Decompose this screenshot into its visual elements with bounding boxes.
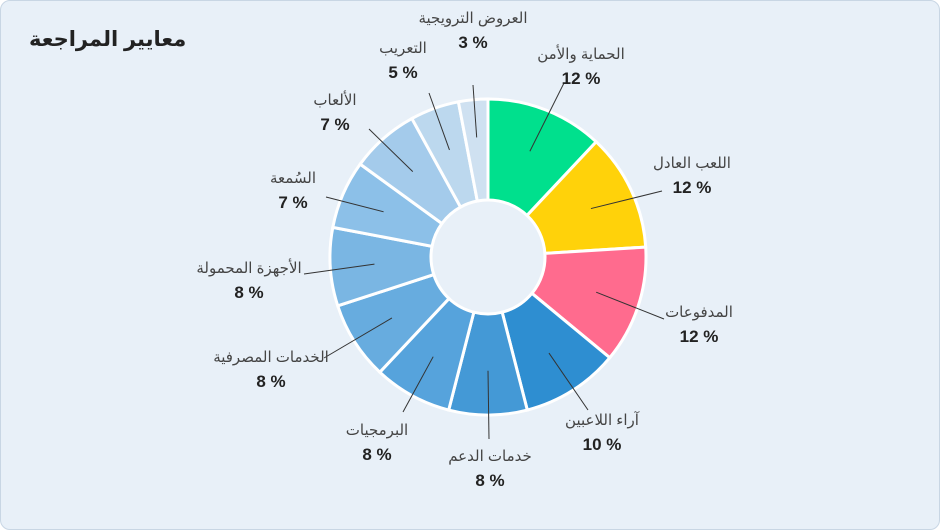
slice-label-4: آراء اللاعبين xyxy=(565,411,640,429)
slice-2[interactable] xyxy=(524,139,648,256)
slice-1[interactable] xyxy=(486,97,599,218)
slice-value-3: 12 % xyxy=(680,327,719,346)
leader-line-11 xyxy=(428,92,450,151)
slice-value-9: 7 % xyxy=(278,193,307,212)
slice-label-2: اللعب العادل xyxy=(653,155,731,172)
chart-title: معايير المراجعة xyxy=(29,28,187,51)
leader-line-1 xyxy=(529,82,565,152)
leader-line-7 xyxy=(323,317,393,359)
slice-label-5: خدمات الدعم xyxy=(448,448,532,465)
slice-label-7: الخدمات المصرفية xyxy=(213,349,329,366)
slice-label-1: الحماية والأمن xyxy=(537,44,624,63)
slice-value-7: 8 % xyxy=(256,372,285,391)
slice-value-8: 8 % xyxy=(234,283,263,302)
slice-value-10: 7 % xyxy=(320,115,349,134)
slice-12[interactable] xyxy=(456,97,490,203)
slice-value-1: 12 % xyxy=(562,69,601,88)
leader-line-2 xyxy=(590,190,663,210)
slice-label-12: العروض الترويجية xyxy=(418,10,527,27)
leader-line-5 xyxy=(487,370,490,440)
slice-value-6: 8 % xyxy=(362,445,391,464)
slice-label-10: الألعاب xyxy=(313,90,356,109)
slice-value-11: 5 % xyxy=(388,63,417,82)
leader-line-9 xyxy=(325,196,384,213)
slice-label-6: البرمجيات xyxy=(346,422,408,439)
leader-line-10 xyxy=(368,128,414,173)
slice-label-11: التعريب xyxy=(379,40,427,57)
slice-3[interactable] xyxy=(529,245,648,360)
slice-value-4: 10 % xyxy=(583,435,622,454)
slice-label-9: السُمعة xyxy=(270,170,316,187)
slice-label-3: المدفوعات xyxy=(665,304,733,321)
slice-value-2: 12 % xyxy=(673,178,712,197)
slice-value-5: 8 % xyxy=(475,471,504,490)
slice-label-8: الأجهزة المحمولة xyxy=(196,258,301,277)
leader-line-12 xyxy=(472,84,478,138)
leader-line-8 xyxy=(303,263,375,275)
leader-line-4 xyxy=(548,352,589,411)
leader-line-6 xyxy=(402,356,434,413)
leader-line-3 xyxy=(596,291,665,320)
slice-value-12: 3 % xyxy=(458,33,487,52)
